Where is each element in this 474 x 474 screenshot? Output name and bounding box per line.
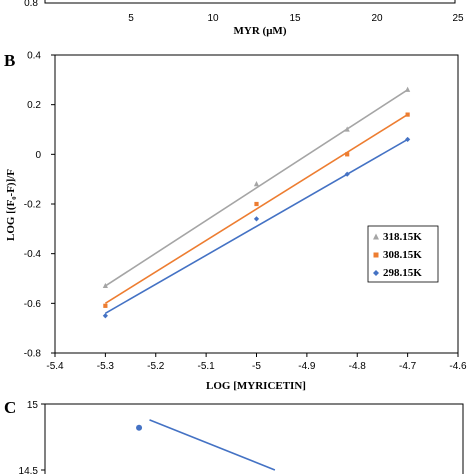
x-tick-label: -5.1 [198,361,216,372]
panel-a: 0.8 5 10 15 20 25 MYR (μM) [24,0,464,37]
data-point-30815k [405,112,410,117]
data-point-31815k [405,86,411,92]
panel-a-plot-frame [44,0,456,4]
trendline [149,419,276,471]
data-point-30815k [103,303,108,308]
x-tick-label: -5 [252,361,261,372]
x-tick-label: -4.9 [298,361,316,372]
y-tick-label: -0.2 [24,200,42,211]
trendline-29815k [104,138,409,314]
data-point-29815k [102,313,108,319]
legend-marker [373,252,379,258]
panel-b: B 0.40.20-0.2-0.4-0.6-0.8 -5.4 -5.3 -5.2 -5… [4,51,467,393]
data-point-29815k [253,216,260,222]
legend-label-318k: 318.15K [383,231,422,243]
panel-a-x-tick-label: 5 [128,13,134,24]
x-tick-label: -4.7 [399,361,417,372]
panel-c-y-tick-label: 15 [27,400,39,411]
panel-a-x-tick-label: 25 [452,13,464,24]
legend-marker [373,233,379,240]
panel-c-y-tick-label: 14.5 [19,466,39,474]
panel-b-letter: B [4,51,15,70]
legend-label-298k: 298.15K [383,267,422,279]
panel-c-series [41,403,276,471]
panel-c-plot-frame [44,403,464,474]
data-point [136,424,143,431]
y-tick-label: 0 [35,150,41,161]
x-tick-label: -5.2 [147,361,165,372]
legend-marker [373,270,379,276]
legend-markers [373,233,379,276]
y-tick-label: 0.2 [27,100,41,111]
legend-label-308k: 308.15K [383,249,422,261]
panel-c: C 15 14.5 [4,398,464,474]
panel-b-legend: 318.15K 308.15K 298.15K [367,225,439,283]
panel-a-y-tick-label: 0.8 [24,0,38,9]
trendline-30815k [104,113,409,305]
legend-box [367,225,439,283]
panel-b-series [102,86,411,319]
trendline-31815k [104,89,409,287]
panel-a-x-axis-title: MYR (μM) [234,25,287,37]
panel-a-x-tick-label: 15 [289,13,301,24]
data-point-31815k [102,282,108,289]
panel-a-x-tick-label: 10 [207,13,219,24]
panel-a-x-tick-label: 20 [371,13,383,24]
x-tick-label: -5.3 [97,361,115,372]
y-tick-label: -0.8 [24,349,42,360]
y-tick-label: -0.4 [24,249,42,260]
data-point-31815k [253,181,260,187]
data-point-30815k [254,201,259,207]
panel-c-letter: C [4,398,16,417]
y-tick-label: 0.4 [27,51,41,62]
x-tick-label: -5.4 [46,361,64,372]
data-point-30815k [345,152,350,157]
x-tick-label: -4.6 [449,361,467,372]
x-tick-label: -4.8 [349,361,367,372]
panel-b-y-axis-title: LOG [(F₀-F)]/F [5,169,17,241]
panel-b-x-axis-title: LOG [MYRICETIN] [206,380,306,392]
y-tick-label: -0.6 [24,299,42,310]
data-point-31815k [344,126,350,132]
data-point-29815k [405,136,411,143]
panel-b-y-ticks: 0.4 0.2 0 -0.2 -0.4 -0.6 -0.8 [24,51,55,360]
panel-b-x-ticks: -5.4 -5.3 -5.2 -5.1 -5 -4.9 -4.8 -4.7 -4.6 [46,353,467,372]
data-point-29815k [344,171,350,177]
